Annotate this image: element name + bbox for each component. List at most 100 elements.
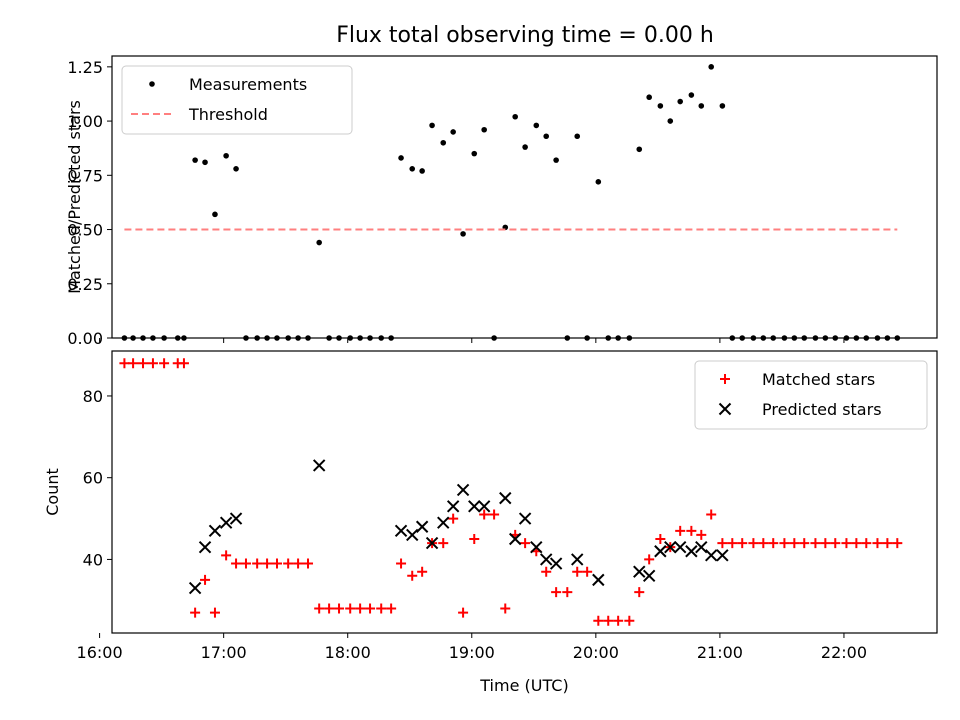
- data-point: [748, 538, 759, 549]
- data-point: [345, 603, 356, 614]
- data-point: [456, 483, 470, 497]
- data-point: [188, 581, 202, 595]
- ytick-label: 40: [83, 550, 103, 569]
- data-point: [438, 538, 449, 549]
- data-point: [128, 358, 139, 369]
- data-point: [673, 540, 687, 554]
- data-point: [541, 566, 552, 577]
- ytick-label: 80: [83, 387, 103, 406]
- data-point: [508, 532, 522, 546]
- ratio-axes: 0.00 0.25 0.50 0.75 1.00 1.25 Matched/Predicte…: [65, 55, 938, 348]
- ytick-label: 60: [83, 469, 103, 488]
- data-point: [592, 573, 605, 587]
- data-point: [644, 554, 655, 565]
- data-point: [540, 553, 553, 566]
- data-point: [582, 566, 593, 577]
- data-point: [830, 538, 841, 549]
- data-point: [841, 538, 852, 549]
- data-point: [677, 98, 683, 105]
- data-point: [499, 491, 512, 505]
- data-point: [272, 558, 282, 569]
- data-point: [810, 538, 821, 549]
- series-predicted-stars: [188, 459, 729, 595]
- data-point: [799, 538, 810, 549]
- data-point: [334, 603, 345, 614]
- xtick-label: 16:00: [77, 643, 123, 662]
- data-point: [657, 103, 664, 109]
- data-point: [446, 500, 460, 513]
- data-point: [686, 525, 697, 536]
- legend-marker-swatch: [718, 402, 732, 416]
- data-point: [355, 603, 366, 614]
- xtick-label: 18:00: [325, 643, 371, 662]
- data-point: [675, 525, 686, 536]
- data-point: [398, 155, 404, 161]
- data-point: [219, 516, 233, 529]
- data-point: [283, 558, 294, 569]
- ytick-label: 0.00: [67, 329, 103, 348]
- data-point: [633, 565, 646, 578]
- data-point: [231, 558, 242, 569]
- data-point: [543, 133, 550, 140]
- data-point: [520, 538, 531, 549]
- data-point: [468, 500, 481, 513]
- data-point: [768, 538, 779, 549]
- data-point: [429, 122, 435, 129]
- data-point: [706, 509, 717, 520]
- x-axis-label: Time (UTC): [479, 676, 568, 695]
- data-point: [642, 569, 656, 582]
- data-point: [667, 118, 674, 124]
- legend-box: [694, 360, 928, 430]
- data-point: [221, 550, 232, 561]
- data-point: [458, 607, 469, 618]
- data-point: [533, 122, 540, 129]
- data-point: [448, 513, 459, 524]
- data-point: [530, 540, 543, 554]
- data-point: [664, 540, 677, 554]
- data-point: [624, 615, 635, 626]
- xtick-label: 22:00: [821, 643, 867, 662]
- data-point: [708, 64, 715, 70]
- data-point: [655, 534, 666, 544]
- data-point: [779, 538, 790, 549]
- ytick-label: 0.50: [67, 221, 103, 240]
- xtick-label: 21:00: [697, 643, 743, 662]
- data-point: [737, 538, 748, 549]
- data-point: [159, 358, 170, 369]
- data-point: [440, 139, 447, 146]
- data-point: [727, 538, 738, 549]
- data-point: [425, 536, 439, 550]
- data-point: [394, 524, 408, 538]
- data-point: [460, 231, 466, 237]
- ytick-label: 0.25: [67, 275, 103, 294]
- data-point: [178, 358, 189, 369]
- data-point: [365, 603, 376, 614]
- data-point: [593, 615, 604, 626]
- data-point: [479, 509, 490, 520]
- data-point: [419, 168, 425, 174]
- xtick-label: 17:00: [201, 643, 247, 662]
- data-point: [396, 558, 407, 569]
- data-point: [595, 179, 602, 185]
- data-point: [471, 150, 478, 157]
- legend-marker-swatch: [149, 81, 155, 87]
- data-point: [553, 157, 559, 163]
- data-point: [208, 524, 222, 538]
- data-point: [202, 159, 208, 166]
- data-point: [820, 538, 831, 549]
- data-point: [719, 103, 726, 109]
- data-point: [190, 607, 201, 618]
- legend-box: [121, 65, 353, 135]
- data-point: [314, 603, 325, 614]
- y-axis-label: Count: [43, 468, 62, 516]
- data-point: [212, 211, 218, 218]
- data-point: [695, 540, 708, 554]
- data-point: [705, 549, 718, 562]
- ytick-label: 1.25: [67, 58, 103, 77]
- data-point: [209, 607, 220, 618]
- data-point: [861, 538, 872, 549]
- data-point: [717, 538, 728, 549]
- data-point: [789, 538, 800, 549]
- data-point: [477, 500, 491, 513]
